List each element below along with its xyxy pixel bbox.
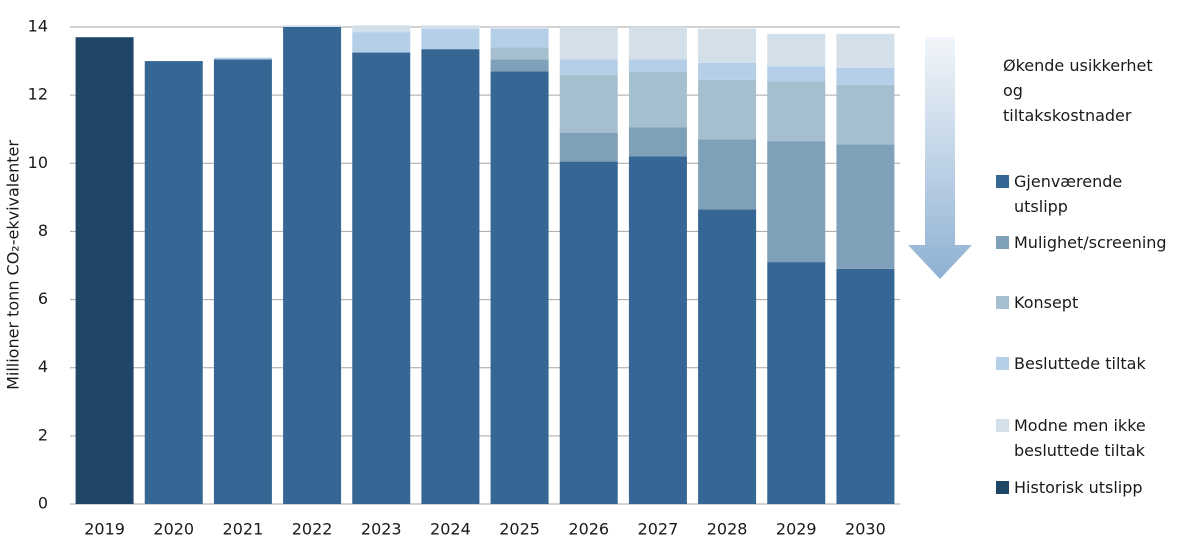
x-tick-label: 2029 bbox=[776, 520, 817, 539]
x-tick-label: 2025 bbox=[499, 520, 540, 539]
bar-segment bbox=[490, 59, 549, 72]
bar-segment bbox=[767, 262, 826, 504]
bar-segment bbox=[836, 84, 895, 145]
bar-segment bbox=[421, 25, 480, 29]
bar-segment bbox=[421, 28, 480, 50]
bar-segment bbox=[767, 33, 826, 67]
bar-segment bbox=[559, 27, 618, 60]
bar-segment bbox=[283, 27, 342, 504]
legend-swatch bbox=[996, 236, 1009, 249]
y-tick-label: 4 bbox=[38, 357, 48, 376]
legend-label: Modne men ikke besluttede tiltak bbox=[1014, 416, 1146, 460]
bar-segment bbox=[490, 28, 549, 48]
y-tick-label: 6 bbox=[38, 289, 48, 308]
y-tick-label: 14 bbox=[28, 17, 48, 36]
legend-label: Historisk utslipp bbox=[1014, 478, 1143, 497]
bar-segment bbox=[628, 59, 687, 72]
legend-swatch bbox=[996, 419, 1009, 432]
legend-label: Konsept bbox=[1014, 293, 1079, 312]
bar-segment bbox=[283, 25, 342, 27]
x-tick-label: 2019 bbox=[84, 520, 125, 539]
bar-segment bbox=[144, 61, 203, 504]
y-axis-label: Millioner tonn CO₂-ekvivalenter bbox=[4, 140, 23, 390]
x-tick-label: 2024 bbox=[430, 520, 471, 539]
bar-segment bbox=[559, 161, 618, 504]
bar-segment bbox=[836, 33, 895, 68]
bar-segment bbox=[836, 268, 895, 504]
bar-segment bbox=[767, 141, 826, 263]
bar-segment bbox=[836, 144, 895, 269]
bar-segment bbox=[628, 156, 687, 504]
x-tick-label: 2021 bbox=[223, 520, 264, 539]
x-tick-label: 2028 bbox=[707, 520, 748, 539]
bar-segment bbox=[767, 81, 826, 142]
bar-segment bbox=[698, 79, 757, 140]
legend-swatch bbox=[996, 481, 1009, 494]
legend-label: Gjenværende utslipp bbox=[1014, 172, 1123, 216]
bar-segment bbox=[352, 52, 411, 505]
x-tick-label: 2030 bbox=[845, 520, 886, 539]
bar-segment bbox=[698, 62, 757, 80]
bar-segment bbox=[559, 59, 618, 75]
bar-segment bbox=[698, 28, 757, 63]
x-tick-label: 2026 bbox=[568, 520, 609, 539]
legend-note: Økende usikkerhet og tiltakskostnader bbox=[1003, 56, 1153, 125]
legend-swatch bbox=[996, 175, 1009, 188]
x-tick-label: 2022 bbox=[292, 520, 333, 539]
bar-segment bbox=[767, 66, 826, 82]
y-tick-label: 12 bbox=[28, 85, 48, 104]
bar-segment bbox=[421, 49, 480, 505]
bar-segment bbox=[628, 127, 687, 157]
uncertainty-arrow bbox=[908, 37, 972, 279]
bar-segment bbox=[490, 27, 549, 29]
bar-segment bbox=[628, 27, 687, 60]
legend-swatch bbox=[996, 357, 1009, 370]
bar-segment bbox=[698, 209, 757, 504]
x-tick-label: 2020 bbox=[153, 520, 194, 539]
y-tick-label: 2 bbox=[38, 425, 48, 444]
bar-segment bbox=[352, 32, 411, 53]
bar-segment bbox=[628, 71, 687, 128]
y-tick-label: 8 bbox=[38, 221, 48, 240]
bar-segment bbox=[559, 74, 618, 133]
y-tick-label: 10 bbox=[28, 153, 48, 172]
legend-swatch bbox=[996, 296, 1009, 309]
bar-segment bbox=[836, 67, 895, 85]
y-tick-label: 0 bbox=[38, 494, 48, 513]
bar-segment bbox=[213, 59, 272, 504]
x-tick-label: 2023 bbox=[361, 520, 402, 539]
bar-segment bbox=[490, 47, 549, 60]
bar-segment bbox=[352, 25, 411, 33]
bar-segment bbox=[698, 139, 757, 210]
bar-segment bbox=[559, 132, 618, 162]
bar-segment bbox=[213, 57, 272, 60]
bar-segment bbox=[75, 37, 134, 504]
legend-label: Mulighet/screening bbox=[1014, 233, 1167, 252]
legend-label: Besluttede tiltak bbox=[1014, 354, 1146, 373]
bar-segment bbox=[490, 71, 549, 505]
x-tick-label: 2027 bbox=[638, 520, 679, 539]
